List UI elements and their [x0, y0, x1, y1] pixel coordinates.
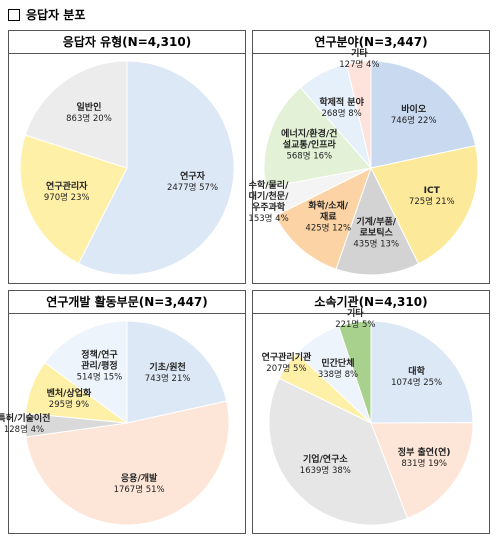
- slice-label: 응용/개발 1767명 51%: [114, 474, 165, 496]
- pie-slice: [44, 320, 128, 424]
- slice-label: ICT 725명 21%: [409, 186, 455, 208]
- slice-name: 연구자: [180, 172, 205, 183]
- slice-name: 정부 출연(연): [397, 447, 451, 458]
- slice-name: 민간단체: [321, 358, 355, 369]
- slice-name: 바이오: [401, 105, 427, 116]
- pie-slice: [345, 60, 372, 169]
- slice-value: 1074명 25%: [391, 378, 443, 389]
- page-title: 응답자 분포: [26, 8, 86, 22]
- slice-name: 기계/부품/ 로보틱스: [356, 217, 397, 239]
- slice-name: 벤처/상업화: [46, 389, 92, 400]
- chart-title: 응답자 유형(N=4,310): [9, 31, 245, 54]
- slice-name: 응용/개발: [120, 474, 158, 485]
- pie-slice: [263, 86, 372, 189]
- slice-label: 특허/기술이전 128명 4%: [0, 414, 50, 436]
- slice-name: 기타: [347, 309, 364, 320]
- slice-value: 725명 21%: [408, 196, 455, 207]
- header: 응답자 분포: [8, 6, 85, 23]
- slice-value: 743명 21%: [144, 373, 191, 384]
- slice-value: 2477명 57%: [166, 183, 219, 194]
- slice-label: 민간단체 338명 8%: [318, 359, 358, 381]
- chart-title: 연구분야(N=3,447): [253, 31, 489, 54]
- slice-value: 127명 4%: [339, 59, 380, 70]
- slice-value: 153명 4%: [248, 213, 289, 224]
- pie-slice: [268, 377, 409, 526]
- slice-label: 수학/물리/ 대기/천문/ 우주과학 153명 4%: [248, 181, 288, 225]
- pie-chart: [24, 320, 230, 526]
- slice-label: 연구관리기관 207명 5%: [262, 353, 312, 375]
- slice-name: 대학: [408, 367, 425, 378]
- slice-name: 화학/소재/ 재료: [308, 201, 349, 223]
- pie-slice: [25, 400, 230, 526]
- slice-name: 수학/물리/ 대기/천문/ 우주과학: [248, 180, 289, 213]
- slice-value: 568명 16%: [286, 151, 333, 162]
- slice-value: 128명 4%: [3, 425, 45, 436]
- slice-name: 에너지/환경/건 설교통/인프라: [281, 129, 338, 151]
- slice-label: 기계/부품/ 로보틱스 435명 13%: [353, 218, 399, 251]
- slice-name: 기초/원천: [149, 362, 186, 373]
- slice-label: 대학 1074명 25%: [391, 367, 442, 389]
- slice-name: 연구관리자: [46, 182, 88, 193]
- pie-slice: [19, 134, 128, 265]
- chart-panel: 소속기관(N=4,310) 대학 1074명 25% 정부 출연(연) 831명 19%…: [252, 290, 490, 534]
- slice-value: 514명 15%: [76, 372, 123, 383]
- pie-slice: [370, 144, 479, 265]
- slice-label: 에너지/환경/건 설교통/인프라 568명 16%: [281, 130, 337, 163]
- slice-label: 정부 출연(연) 831명 19%: [398, 448, 451, 470]
- slice-value: 268명 8%: [321, 109, 362, 120]
- slice-value: 295명 9%: [48, 400, 90, 411]
- pie-slice: [335, 166, 420, 276]
- slice-value: 746명 22%: [390, 116, 437, 127]
- slice-label: 연구자 2477명 57%: [167, 172, 218, 194]
- slice-value: 831명 19%: [401, 458, 447, 469]
- chart-panel: 응답자 유형(N=4,310) 연구자 2477명 57% 연구관리자 970명 23%…: [8, 30, 246, 284]
- slice-value: 1639명 38%: [299, 465, 351, 476]
- slice-value: 207명 5%: [266, 363, 307, 374]
- slice-name: 연구관리기관: [261, 352, 312, 363]
- slice-value: 425명 12%: [305, 223, 352, 234]
- pie-slice: [24, 60, 128, 169]
- pie-slice: [77, 60, 235, 276]
- slice-name: 특허/기술이전: [0, 414, 51, 425]
- slice-label: 정책/연구 관리/평정 514명 15%: [77, 350, 123, 383]
- pie-chart: [268, 320, 474, 526]
- slice-label: 학제적 분야 268명 8%: [319, 98, 364, 120]
- chart-title: 소속기관(N=4,310): [253, 291, 489, 314]
- slice-value: 970명 23%: [43, 193, 90, 204]
- slice-value: 863명 20%: [66, 114, 112, 125]
- slice-name: 학제적 분야: [319, 98, 364, 109]
- pie-chart: [263, 60, 479, 276]
- slice-value: 338명 8%: [317, 369, 359, 380]
- slice-label: 연구관리자 970명 23%: [44, 182, 90, 204]
- chart-title: 연구개발 활동부문(N=3,447): [9, 291, 245, 314]
- slice-label: 화학/소재/ 재료 425명 12%: [305, 201, 351, 234]
- pie-chart: [19, 60, 235, 276]
- chart-panel: 연구분야(N=3,447) 바이오 746명 22% ICT 725명 21% 기계/부품…: [248, 30, 490, 284]
- slice-label: 일반인 863명 20%: [66, 103, 112, 125]
- slice-name: 정책/연구 관리/평정: [81, 350, 118, 372]
- slice-label: 기타 127명 4%: [339, 49, 379, 71]
- slice-label: 기초/원천 743명 21%: [145, 363, 191, 385]
- pie-slice: [370, 421, 474, 519]
- slice-name: 일반인: [76, 103, 102, 114]
- chart-panel: 연구개발 활동부문(N=3,447) 기초/원천 743명 21% 응용/개발 1767…: [0, 290, 246, 534]
- slice-label: 기업/연구소 1639명 38%: [300, 455, 351, 477]
- pie-slice: [370, 320, 474, 424]
- pie-slice: [126, 320, 228, 424]
- slice-name: ICT: [423, 185, 440, 196]
- slice-name: 기업/연구소: [302, 454, 348, 465]
- slice-label: 바이오 746명 22%: [391, 105, 437, 127]
- slice-value: 1767명 51%: [113, 485, 165, 496]
- slice-label: 기타 221명 5%: [335, 309, 375, 331]
- pie-slice: [370, 60, 477, 169]
- slice-value: 221명 5%: [335, 320, 376, 331]
- slice-label: 벤처/상업화 295명 9%: [47, 389, 92, 411]
- slice-name: 기타: [351, 48, 368, 59]
- pie-slice: [274, 167, 372, 270]
- slice-value: 435명 13%: [353, 239, 400, 250]
- pie-slice: [338, 320, 372, 424]
